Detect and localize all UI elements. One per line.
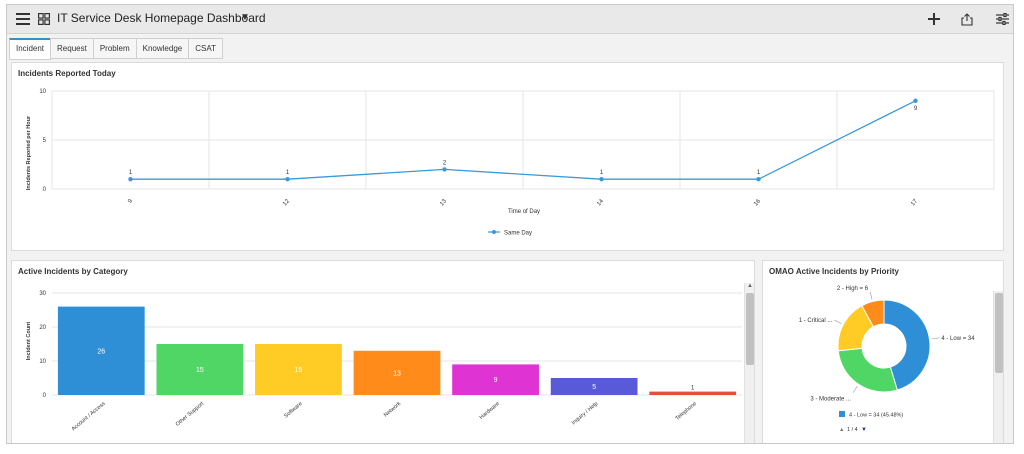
bar: [550, 378, 638, 395]
slice-label: 3 - Moderate ...: [810, 397, 851, 403]
slice-leader-line: [869, 291, 873, 300]
y-tick-label: 0: [43, 187, 47, 193]
bar-value-label: 9: [494, 377, 498, 384]
plus-icon[interactable]: [924, 9, 944, 29]
filter-icon[interactable]: [992, 9, 1012, 29]
data-label: 1: [286, 170, 290, 176]
x-tick-label: 9: [127, 198, 134, 205]
top-bar: IT Service Desk Homepage Dashboard ▼: [7, 5, 1013, 34]
bar-chart: Incident Count 0 10 20 30 26 Account / Access…: [26, 291, 742, 433]
donut-slice: [837, 347, 898, 393]
x-axis-label: Time of Day: [508, 209, 540, 215]
scrollbar-thumb[interactable]: [995, 293, 1003, 373]
category-scrollbar[interactable]: ▲: [744, 283, 754, 443]
data-label: 1: [129, 170, 133, 176]
donut-slice: [861, 299, 885, 328]
y-tick-label: 10: [39, 359, 46, 365]
legend-label: 4 - Low = 34 (45.48%): [849, 413, 903, 419]
slice-leader-line: [931, 337, 940, 340]
panel-title-category: Active Incidents by Category: [18, 267, 128, 276]
bar-value-label: 5: [592, 384, 596, 391]
bar-value-label: 26: [97, 348, 105, 355]
hamburger-icon[interactable]: [13, 9, 33, 29]
series-line-same-day: [130, 100, 916, 180]
x-tick-label: 13: [439, 198, 448, 207]
bar: [156, 344, 244, 395]
panel-title-incidents-today: Incidents Reported Today: [18, 69, 116, 78]
y-tick-label: 20: [39, 325, 46, 331]
bar-value-label: 15: [295, 367, 303, 374]
donut-slice: [883, 299, 931, 391]
dashboard-tabs: Incident Request Problem Knowledge CSAT: [7, 38, 223, 60]
slice-leader-line: [834, 319, 842, 325]
slice-label: 2 - High = 6: [837, 286, 869, 292]
bar: [57, 306, 145, 395]
data-point: [913, 98, 918, 103]
bar: [452, 364, 539, 395]
donut-chart: 4 - Low = 34 (45.48%) ▲ 1 / 4 ▼ 4 - Low …: [799, 286, 976, 433]
chevron-down-icon[interactable]: ▼: [240, 12, 250, 23]
pager-label: 1 / 4: [847, 427, 858, 433]
slice-leader-line: [852, 385, 858, 393]
scrollbar-thumb[interactable]: [746, 293, 754, 365]
pager-prev-icon[interactable]: ▲: [839, 427, 844, 433]
x-tick-label: Other Support: [175, 401, 206, 428]
x-tick-label: 14: [596, 198, 605, 207]
scroll-up-icon[interactable]: ▲: [747, 283, 753, 289]
slice-label: 1 - Critical ...: [799, 318, 833, 324]
data-point: [599, 177, 604, 182]
data-label: 2: [443, 160, 447, 166]
category-panel: Active Incidents by Category Incident Co…: [11, 260, 755, 443]
y-tick-label: 0: [43, 393, 47, 399]
x-tick-label: 12: [282, 198, 291, 207]
data-point: [756, 177, 761, 182]
y-axis-label: Incident Count: [26, 322, 32, 361]
data-point: [442, 167, 447, 172]
tab-incident[interactable]: Incident: [9, 38, 52, 60]
tab-request[interactable]: Request: [50, 38, 94, 59]
legend-pager[interactable]: ▲ 1 / 4 ▼: [839, 427, 867, 433]
data-point: [285, 177, 290, 182]
data-label: 1: [757, 170, 761, 176]
legend-same-day[interactable]: Same Day: [488, 230, 532, 237]
bar: [353, 350, 441, 395]
bar-value-label: 13: [393, 370, 401, 377]
data-label: 1: [600, 170, 604, 176]
x-tick-label: Telephone: [675, 401, 698, 422]
line-chart: Incidents Reported per Hour Time of Day …: [26, 89, 995, 237]
page-title: IT Service Desk Homepage Dashboard: [57, 11, 266, 25]
tab-csat[interactable]: CSAT: [188, 38, 223, 59]
bar-value-label: 1: [691, 386, 695, 392]
priority-scrollbar[interactable]: [993, 291, 1003, 443]
x-tick-label: Network: [383, 401, 403, 419]
x-tick-label: 16: [753, 198, 762, 207]
y-tick-label: 30: [39, 291, 46, 297]
bar: [649, 391, 737, 395]
x-tick-label: Hardware: [479, 401, 501, 421]
x-tick-label: 17: [910, 198, 919, 207]
legend-label: Same Day: [504, 231, 532, 237]
dashboard-frame: IT Service Desk Homepage Dashboard ▼ Inc…: [6, 4, 1014, 444]
y-tick-label: 10: [39, 89, 46, 95]
y-tick-label: 5: [43, 138, 47, 144]
share-icon[interactable]: [957, 9, 977, 29]
slice-label: 4 - Low = 34: [941, 336, 975, 342]
legend-swatch-low: [839, 411, 845, 417]
bar-value-label: 15: [196, 367, 204, 374]
tab-problem[interactable]: Problem: [92, 38, 137, 59]
data-label: 9: [914, 106, 918, 112]
y-axis-label: Incidents Reported per Hour: [26, 115, 32, 190]
x-tick-label: Account / Access: [71, 401, 107, 433]
priority-legend[interactable]: 4 - Low = 34 (45.48%): [839, 411, 903, 419]
panel-title-priority: OMAO Active Incidents by Priority: [769, 267, 899, 276]
priority-panel: OMAO Active Incidents by Priority 4 - Lo…: [762, 260, 1004, 443]
data-point: [128, 177, 133, 182]
incidents-today-panel: Incidents Reported Today Incidents Repor…: [11, 62, 1004, 251]
tab-knowledge[interactable]: Knowledge: [135, 38, 190, 59]
x-tick-label: Inquiry / Help: [571, 401, 600, 426]
pager-next-icon[interactable]: ▼: [861, 427, 867, 433]
bar: [255, 344, 342, 395]
grid-icon[interactable]: [34, 9, 54, 29]
x-tick-label: Software: [283, 401, 303, 420]
